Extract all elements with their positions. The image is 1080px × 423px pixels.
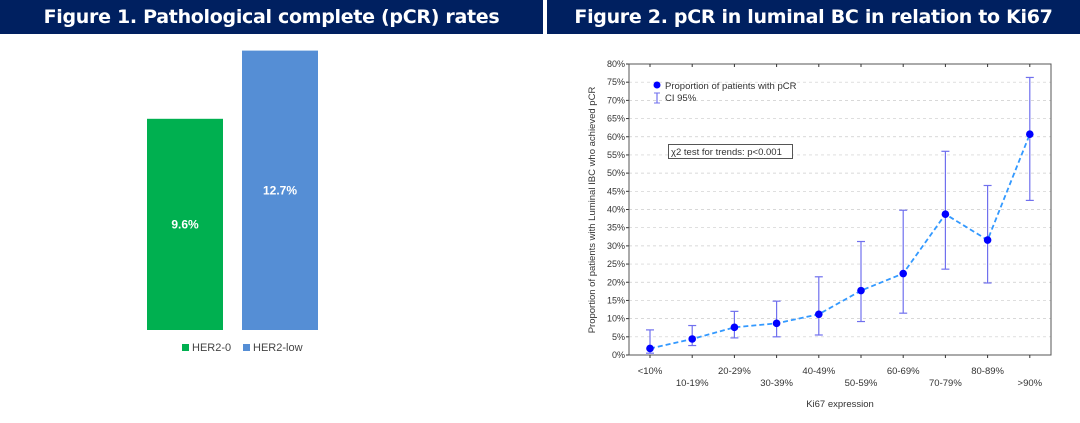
data-label: 9.6% — [171, 217, 199, 231]
legend-label: CI 95% — [665, 93, 697, 104]
y-tick-label: 50% — [607, 168, 625, 178]
bar-HER2-0 — [147, 118, 223, 330]
x-tick-label: >90% — [1018, 378, 1043, 389]
data-point — [857, 286, 865, 295]
data-point — [941, 210, 950, 219]
y-tick-label: 65% — [607, 114, 625, 124]
trend-line — [649, 133, 1031, 350]
y-tick-label: 80% — [607, 59, 625, 69]
legend-swatch — [243, 344, 250, 351]
y-tick-label: 25% — [607, 259, 625, 269]
x-tick-label: 70-79% — [929, 378, 962, 389]
data-point — [983, 236, 992, 244]
data-point — [899, 269, 907, 278]
x-tick-label: 10-19% — [676, 378, 709, 389]
legend-label: HER2-0 — [192, 342, 231, 354]
y-tick-label: 40% — [607, 205, 625, 215]
legend-label: Proportion of patients with pCR — [665, 81, 797, 92]
y-tick-label: 15% — [607, 295, 625, 305]
y-tick-label: 55% — [607, 150, 625, 160]
plot-frame — [628, 63, 1052, 356]
y-tick-label: 30% — [607, 241, 625, 251]
x-tick-label: 20-29% — [718, 366, 751, 377]
legend-label: HER2-low — [253, 342, 303, 354]
legend-swatch — [182, 344, 189, 351]
data-point — [688, 335, 696, 343]
y-tick-label: 5% — [612, 332, 625, 342]
y-tick-label: 0% — [612, 350, 625, 360]
data-point — [772, 319, 781, 328]
y-tick-label: 20% — [607, 277, 625, 287]
y-tick-label: 75% — [607, 77, 625, 87]
figure1-bar-chart: 9.6% 12.7% HER2-0 HER2-low — [147, 50, 318, 354]
data-point — [1026, 130, 1034, 139]
y-tick-label: 60% — [607, 132, 625, 142]
x-tick-label: 80-89% — [971, 366, 1004, 377]
y-tick-label: 45% — [607, 186, 625, 196]
data-point — [730, 323, 739, 332]
data-point — [646, 344, 654, 353]
y-tick-label: 35% — [607, 223, 625, 233]
annotation-text: χ2 test for trends: p<0.001 — [671, 147, 782, 158]
data-point — [815, 310, 823, 319]
x-tick-label: 50-59% — [845, 378, 878, 389]
figure1-title: Figure 1. Pathological complete (pCR) ra… — [0, 0, 543, 34]
data-label: 12.7% — [263, 183, 297, 197]
y-axis-label: Proportion of patients with Luminal IBC … — [587, 87, 598, 334]
x-tick-label: 60-69% — [887, 366, 920, 377]
x-tick-label: 30-39% — [760, 378, 793, 389]
x-tick-label: <10% — [638, 366, 663, 377]
annotation-box — [668, 144, 793, 159]
x-tick-label: 40-49% — [802, 366, 835, 377]
x-axis-label: Ki67 expression — [806, 399, 874, 410]
legend-point-icon — [653, 81, 661, 89]
figure2-title: Figure 2. pCR in luminal BC in relation … — [547, 0, 1080, 34]
y-tick-label: 10% — [607, 314, 625, 324]
bar-HER2-low — [242, 50, 318, 330]
y-tick-label: 70% — [607, 95, 625, 105]
